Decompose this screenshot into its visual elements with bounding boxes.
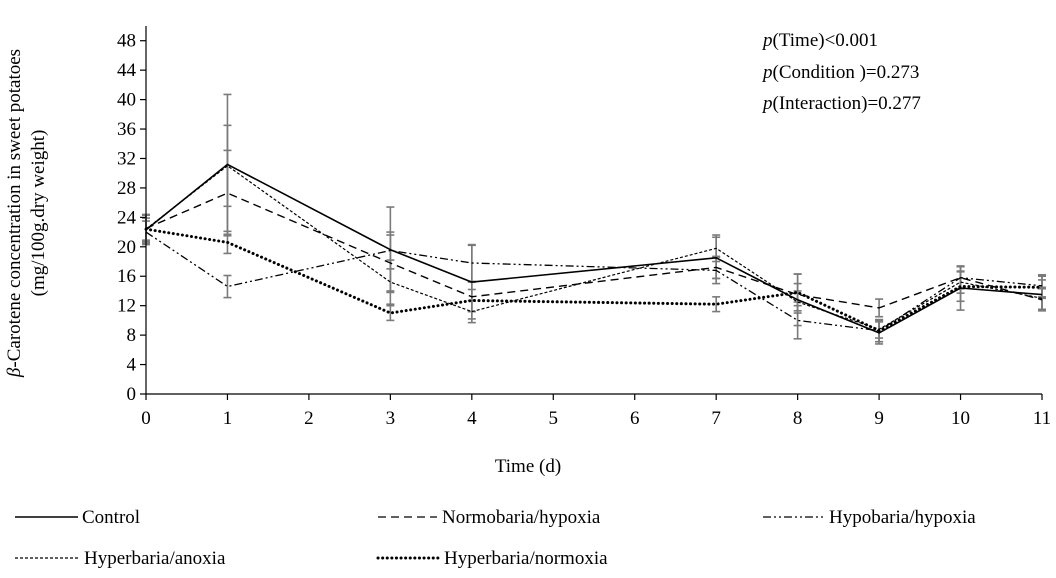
y-axis-label-rest: -Carotene concentration in sweet potatoe… (4, 49, 25, 368)
y-tick-label: 8 (127, 325, 137, 346)
y-tick-label: 36 (117, 119, 136, 140)
x-tick-label: 4 (467, 408, 477, 429)
x-ticks: 0 1 2 3 4 5 6 7 8 9 10 11 (141, 394, 1051, 429)
y-tick-label: 40 (117, 90, 136, 111)
y-tick-label: 28 (117, 178, 136, 199)
series-line-hyperbaria-normoxia (144, 227, 1044, 333)
error-bar-hyperbaria-normoxia (793, 273, 802, 312)
legend-item-hyperbaria-anoxia: Hyperbaria/anoxia (15, 548, 226, 569)
x-tick-label: 11 (1033, 408, 1051, 429)
y-axis-label-greek: β (4, 367, 25, 378)
error-bar-hypobaria-hypoxia (223, 274, 232, 299)
legend-label-hypobaria-hypoxia: Hypobaria/hypoxia (829, 507, 976, 528)
error-bar-hyperbaria-normoxia (467, 288, 476, 313)
x-tick-label: 1 (223, 408, 233, 429)
error-bar-hyperbaria-anoxia (386, 259, 395, 306)
y-tick-label: 44 (117, 60, 137, 81)
x-tick-label: 6 (630, 408, 640, 429)
x-tick-label: 8 (793, 408, 803, 429)
annotation-interaction: p(Interaction)=0.277 (761, 93, 921, 114)
series-line-hypobaria-hypoxia (145, 231, 1043, 332)
error-bar-hyperbaria-anoxia (223, 124, 232, 208)
x-tick-label: 5 (549, 408, 559, 429)
x-tick-label: 2 (304, 408, 314, 429)
error-bar-hyperbaria-normoxia (712, 296, 721, 313)
annotations: p(Time)<0.001 p(Condition )=0.273 p(Inte… (761, 30, 921, 114)
series-line-control (145, 163, 1043, 334)
annotation-time: p(Time)<0.001 (761, 30, 878, 51)
legend-label-control: Control (82, 507, 140, 528)
x-tick-label: 3 (386, 408, 396, 429)
y-tick-label: 20 (117, 237, 136, 258)
error-bars (142, 93, 1046, 345)
legend-item-normobaria-hypoxia: Normobaria/hypoxia (378, 507, 601, 528)
x-tick-label: 9 (874, 408, 884, 429)
legend-label-hyperbaria-anoxia: Hyperbaria/anoxia (84, 548, 226, 569)
x-axis-label: Time (d) (495, 456, 561, 477)
series-line-hyperbaria-anoxia (145, 165, 1043, 330)
legend-label-hyperbaria-normoxia: Hyperbaria/normoxia (444, 548, 608, 569)
legend-item-hyperbaria-normoxia: Hyperbaria/normoxia (376, 548, 608, 569)
y-tick-label: 24 (117, 207, 137, 228)
series-lines (144, 163, 1044, 334)
y-axis-label-line2: (mg/100g.dry weight) (28, 130, 49, 297)
legend-item-hypobaria-hypoxia: Hypobaria/hypoxia (763, 507, 976, 528)
x-tick-label: 7 (711, 408, 721, 429)
y-tick-label: 16 (117, 266, 136, 287)
series-line-normobaria-hypoxia (145, 192, 1043, 309)
y-tick-label: 32 (117, 148, 136, 169)
y-tick-label: 48 (117, 31, 136, 52)
annotation-condition: p(Condition )=0.273 (761, 62, 919, 83)
y-tick-label: 4 (127, 355, 137, 376)
y-tick-label: 0 (127, 384, 137, 405)
legend: Control Normobaria/hypoxia Hypobaria/hyp… (15, 507, 976, 569)
y-tick-label: 12 (117, 296, 136, 317)
error-bar-hyperbaria-normoxia (386, 304, 395, 322)
legend-label-normobaria-hypoxia: Normobaria/hypoxia (442, 507, 601, 528)
y-axis-label-line1: β-Carotene concentration in sweet potato… (4, 49, 25, 378)
axes (145, 26, 1042, 395)
x-tick-label: 0 (141, 408, 151, 429)
x-tick-label: 10 (951, 408, 970, 429)
legend-item-control: Control (15, 507, 140, 528)
